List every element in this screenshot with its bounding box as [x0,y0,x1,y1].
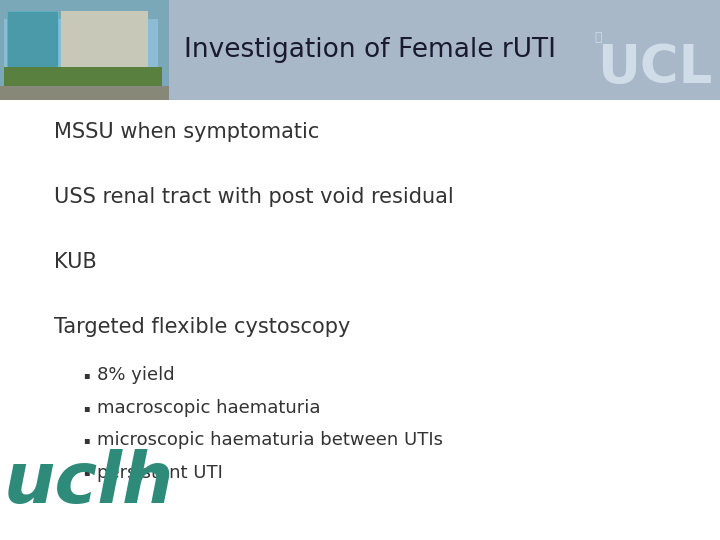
Bar [0,86,169,100]
Text: UCL: UCL [598,43,713,94]
Text: USS renal tract with post void residual: USS renal tract with post void residual [54,187,454,207]
Text: uclh: uclh [4,449,174,518]
Bar [4,68,162,94]
Bar [4,19,158,68]
Bar [7,11,58,78]
Bar [0,0,169,100]
Text: KUB: KUB [54,252,96,272]
Text: ⛪: ⛪ [594,31,601,44]
Bar [61,11,148,76]
Text: persistent UTI: persistent UTI [97,463,223,482]
Bar [0,0,720,100]
Text: ▪: ▪ [83,403,89,413]
Text: microscopic haematuria between UTIs: microscopic haematuria between UTIs [97,431,444,449]
Text: MSSU when symptomatic: MSSU when symptomatic [54,122,320,143]
Text: macroscopic haematuria: macroscopic haematuria [97,399,320,417]
Bar [7,11,58,78]
Text: ▪: ▪ [83,435,89,445]
Text: ▪: ▪ [83,468,89,477]
Text: Investigation of Female rUTI: Investigation of Female rUTI [184,37,556,63]
Text: ▪: ▪ [83,370,89,380]
Text: 8% yield: 8% yield [97,366,175,384]
Text: Targeted flexible cystoscopy: Targeted flexible cystoscopy [54,316,351,337]
